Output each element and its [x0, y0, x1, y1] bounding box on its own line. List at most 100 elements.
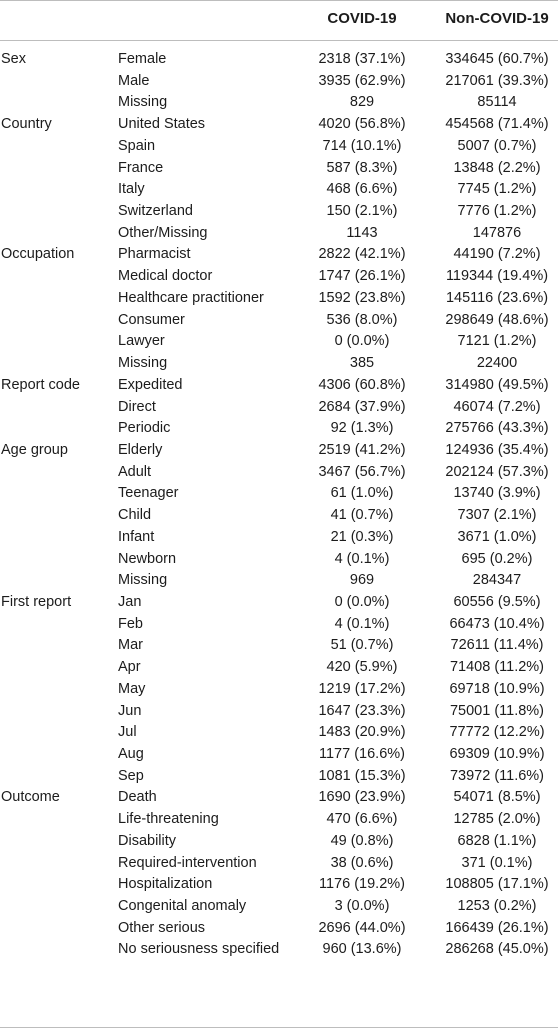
cell-noncovid: 22400 [476, 355, 518, 372]
cell-noncovid: 275766 (43.3%) [445, 420, 549, 437]
row-category: Age group [1, 441, 68, 458]
row-subcategory: Teenager [118, 485, 179, 502]
cell-covid: 470 (6.6%) [326, 811, 398, 828]
row-subcategory: Aug [118, 746, 144, 762]
row-subcategory: Life-threatening [118, 811, 219, 828]
cell-noncovid: 72611 (11.4%) [450, 637, 544, 654]
row-subcategory: Pharmacist [118, 246, 191, 263]
row-category: Sex [1, 51, 26, 67]
row-category: Country [1, 116, 52, 133]
row-subcategory: Jun [118, 702, 142, 719]
table-row: Newborn 4 (0.1%) 695 (0.2%) [0, 549, 558, 571]
table-row: Jul 1483 (20.9%) 77772 (12.2%) [0, 722, 558, 744]
table-row: Other/Missing 1143 147876 [0, 223, 558, 245]
row-subcategory: Consumer [118, 311, 185, 328]
row-subcategory: Direct [118, 398, 156, 415]
row-category: First report [1, 593, 72, 610]
table-body: Sex Female 2318 (37.1%) 334645 (60.7%) Male 3… [0, 49, 558, 961]
table-row: Aug 1177 (16.6%) 69309 (10.9%) [0, 744, 558, 766]
table-row: Infant 21 (0.3%) 3671 (1.0%) [0, 527, 558, 549]
cell-noncovid: 145116 (23.6%) [445, 289, 549, 306]
row-subcategory: Adult [118, 463, 152, 480]
table-row: Disability 49 (0.8%) 6828 (1.1%) [0, 831, 558, 853]
table-row: Occupation Pharmacist 2822 (42.1%) 44190 (7… [0, 244, 558, 266]
cell-covid: 1081 (15.3%) [318, 767, 406, 784]
row-subcategory: Missing [118, 355, 168, 372]
cell-covid: 49 (0.8%) [330, 832, 394, 849]
cell-noncovid: 284347 [472, 572, 522, 589]
table-row: Country United States 4020 (56.8%) 454568 (… [0, 114, 558, 136]
cell-covid: 51 (0.7%) [330, 637, 394, 654]
cell-noncovid: 108805 (17.1%) [445, 876, 549, 893]
cell-noncovid: 298649 (48.6%) [445, 311, 549, 328]
row-subcategory: Child [118, 507, 152, 524]
cell-covid: 3467 (56.7%) [318, 463, 406, 480]
cell-covid: 21 (0.3%) [330, 528, 394, 545]
cell-noncovid: 69718 (10.9%) [449, 680, 545, 697]
cell-covid: 38 (0.6%) [330, 854, 394, 871]
table-row: No seriousness specified 960 (13.6%) 28626… [0, 939, 558, 961]
header-noncovid: Non-COVID-19 [445, 10, 549, 27]
cell-noncovid: 46074 (7.2%) [453, 398, 541, 415]
cell-covid: 1592 (23.8%) [318, 289, 406, 306]
cell-noncovid: 7121 (1.2%) [457, 333, 537, 350]
row-subcategory: Elderly [118, 441, 163, 458]
cell-covid: 4020 (56.8%) [318, 116, 406, 133]
table-row: Switzerland 150 (2.1%) 7776 (1.2%) [0, 201, 558, 223]
table-row: Periodic 92 (1.3%) 275766 (43.3%) [0, 418, 558, 440]
table-row: Missing 969 284347 [0, 570, 558, 592]
cell-covid: 420 (5.9%) [326, 659, 398, 676]
table-row: Consumer 536 (8.0%) 298649 (48.6%) [0, 310, 558, 332]
cell-covid: 92 (1.3%) [330, 420, 394, 437]
cell-covid: 3 (0.0%) [334, 898, 390, 915]
row-subcategory: Missing [118, 94, 168, 111]
cell-covid: 3935 (62.9%) [318, 72, 406, 89]
table-row: Mar 51 (0.7%) 72611 (11.4%) [0, 635, 558, 657]
cell-covid: 536 (8.0%) [326, 311, 398, 328]
cell-noncovid: 71408 (11.2%) [449, 659, 545, 676]
row-subcategory: Jan [118, 593, 142, 610]
table-row: Feb 4 (0.1%) 66473 (10.4%) [0, 614, 558, 636]
row-subcategory: Apr [118, 659, 141, 676]
cell-noncovid: 334645 (60.7%) [445, 51, 549, 67]
table-row: Child 41 (0.7%) 7307 (2.1%) [0, 505, 558, 527]
table-row: Spain 714 (10.1%) 5007 (0.7%) [0, 136, 558, 158]
row-subcategory: Male [118, 72, 150, 89]
cell-covid: 1690 (23.9%) [318, 789, 406, 806]
cell-noncovid: 54071 (8.5%) [453, 789, 541, 806]
row-subcategory: Healthcare practitioner [118, 289, 264, 306]
table-row: Life-threatening 470 (6.6%) 12785 (2.0%) [0, 809, 558, 831]
cell-noncovid: 7776 (1.2%) [457, 203, 537, 220]
row-subcategory: Female [118, 51, 167, 67]
row-subcategory: Other/Missing [118, 224, 208, 241]
row-subcategory: Periodic [118, 420, 171, 437]
cell-covid: 468 (6.6%) [326, 181, 398, 198]
cell-noncovid: 12785 (2.0%) [453, 811, 541, 828]
table-row: Age group Elderly 2519 (41.2%) 124936 (35.4… [0, 440, 558, 462]
row-subcategory: Required-intervention [118, 854, 257, 871]
row-subcategory: United States [118, 116, 206, 133]
header-covid: COVID-19 [327, 10, 397, 27]
row-category: Report code [1, 376, 80, 393]
cell-covid: 1143 [346, 224, 378, 241]
cell-noncovid: 124936 (35.4%) [445, 441, 549, 458]
cell-covid: 829 [349, 94, 375, 111]
table-row: Jun 1647 (23.3%) 75001 (11.8%) [0, 701, 558, 723]
row-category: Occupation [1, 246, 75, 263]
table-row: Medical doctor 1747 (26.1%) 119344 (19.4%) [0, 266, 558, 288]
cell-covid: 714 (10.1%) [322, 137, 402, 154]
table-row: Hospitalization 1176 (19.2%) 108805 (17.1%… [0, 874, 558, 896]
table-row: May 1219 (17.2%) 69718 (10.9%) [0, 679, 558, 701]
cell-covid: 1747 (26.1%) [318, 268, 406, 285]
table-row: Sex Female 2318 (37.1%) 334645 (60.7%) [0, 49, 558, 71]
row-subcategory: Sep [118, 767, 144, 784]
cell-covid: 4 (0.1%) [334, 615, 390, 632]
cell-covid: 1177 (16.6%) [319, 746, 405, 762]
cell-noncovid: 695 (0.2%) [461, 550, 533, 567]
cell-noncovid: 5007 (0.7%) [457, 137, 537, 154]
table-row: Male 3935 (62.9%) 217061 (39.3%) [0, 71, 558, 93]
table-row: Teenager 61 (1.0%) 13740 (3.9%) [0, 483, 558, 505]
cell-covid: 1483 (20.9%) [318, 724, 406, 741]
cell-noncovid: 69309 (10.9%) [449, 746, 545, 762]
cell-covid: 1647 (23.3%) [318, 702, 406, 719]
